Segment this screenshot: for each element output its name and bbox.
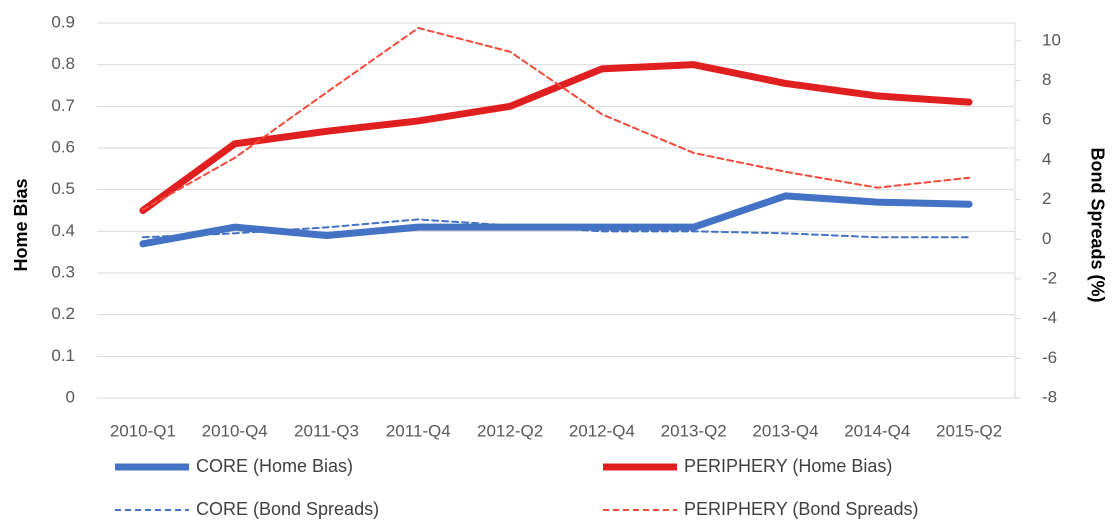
- y2-tick-label: -8: [1042, 387, 1057, 406]
- y-tick-label: 0.3: [51, 262, 75, 281]
- y-tick-label: 0: [66, 387, 75, 406]
- series-line: [139, 192, 973, 248]
- x-tick-label: 2013-Q4: [752, 421, 818, 440]
- x-tick-label: 2010-Q4: [202, 421, 268, 440]
- x-tick-label: 2011-Q4: [386, 421, 451, 440]
- y2-tick-label: -6: [1042, 348, 1057, 367]
- x-tick-label: 2010-Q1: [110, 421, 176, 440]
- y-tick-label: 0.2: [51, 304, 75, 323]
- x-tick-label: 2014-Q4: [844, 421, 910, 440]
- y-tick-label: 0.8: [51, 54, 75, 73]
- y2-tick-label: -2: [1042, 268, 1057, 287]
- y2-tick-label: 6: [1042, 110, 1051, 129]
- legend-label: CORE (Bond Spreads): [196, 499, 379, 519]
- y-tick-label: 0.1: [51, 346, 75, 365]
- series-line: [139, 61, 973, 214]
- x-tick-label: 2013-Q2: [661, 421, 727, 440]
- y2-tick-label: 2: [1042, 189, 1051, 208]
- y-tick-label: 0.4: [51, 221, 75, 240]
- legend-label: PERIPHERY (Bond Spreads): [684, 499, 918, 519]
- x-tick-label: 2012-Q4: [569, 421, 635, 440]
- y2-tick-label: 8: [1042, 70, 1051, 89]
- y2-tick-label: 10: [1042, 30, 1061, 49]
- y-tick-label: 0.5: [51, 179, 75, 198]
- series-line: [141, 26, 971, 211]
- y-tick-label: 0.6: [51, 137, 75, 156]
- y2-tick-label: 4: [1042, 149, 1051, 168]
- legend-label: CORE (Home Bias): [196, 456, 353, 476]
- y2-tick-label: 0: [1042, 229, 1051, 248]
- y-axis-title: Home Bias: [11, 178, 31, 271]
- y-tick-label: 0.7: [51, 96, 75, 115]
- y2-axis-title: Bond Spreads (%): [1087, 147, 1107, 302]
- series-line: [141, 218, 971, 239]
- y-tick-label: 0.9: [51, 12, 75, 31]
- x-tick-label: 2015-Q2: [936, 421, 1002, 440]
- x-tick-label: 2012-Q2: [477, 421, 543, 440]
- y2-tick-label: -4: [1042, 308, 1057, 327]
- legend-label: PERIPHERY (Home Bias): [684, 456, 892, 476]
- x-tick-label: 2011-Q3: [294, 421, 359, 440]
